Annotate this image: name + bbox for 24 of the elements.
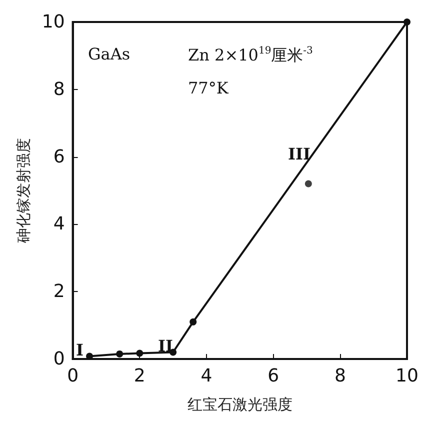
x-tick-label: 0	[67, 366, 79, 386]
annotation: 77°K	[188, 78, 230, 98]
y-tick-label: 0	[53, 348, 65, 370]
y-tick-label: 6	[53, 146, 65, 168]
y-tick-label: 10	[42, 12, 65, 32]
point	[116, 350, 124, 358]
y-tick-label: 2	[53, 281, 65, 302]
point	[136, 350, 144, 357]
x-tick-label: 10	[396, 366, 418, 386]
x-tick-label: 2	[134, 366, 146, 386]
y-axis-title: 砷化镓发射强度	[14, 138, 32, 244]
x-tick-label: 4	[200, 366, 212, 386]
annotation: GaAs	[88, 44, 130, 64]
annotation: II	[158, 336, 173, 356]
point	[190, 318, 197, 326]
y-tick-label: 8	[53, 78, 65, 100]
annotation: I	[76, 340, 84, 360]
x-tick-label: 8	[334, 366, 346, 386]
y-tick-label: 4	[53, 214, 65, 235]
annotation: III	[288, 144, 310, 164]
point	[304, 180, 312, 188]
x-tick-label: 6	[268, 366, 280, 386]
point	[404, 18, 410, 26]
x-axis-title: 红宝石激光强度	[187, 396, 292, 414]
